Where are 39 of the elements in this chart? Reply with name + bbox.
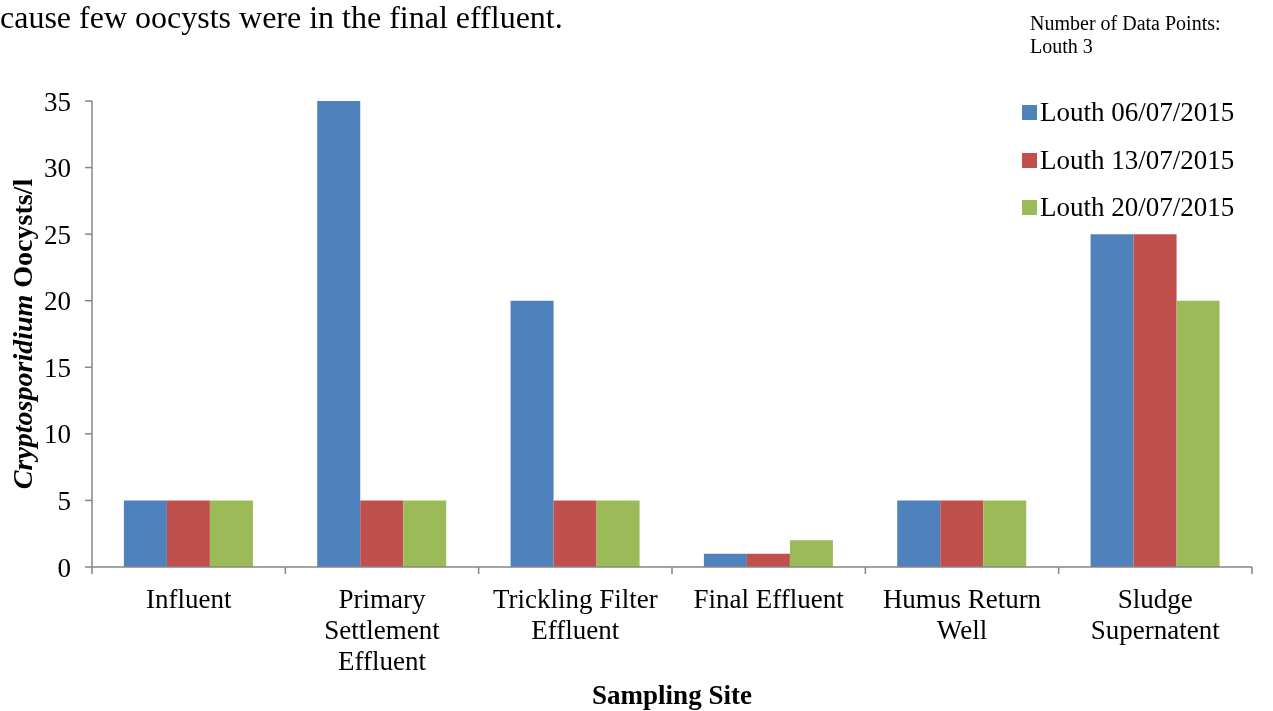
bar bbox=[553, 500, 597, 567]
legend-label: Louth 13/07/2015 bbox=[1040, 144, 1235, 176]
x-tick-label: Sludge Supernatent bbox=[1090, 584, 1221, 645]
bar bbox=[596, 500, 640, 567]
text: Number of Data Points: Louth 3 bbox=[1030, 12, 1222, 58]
y-tick-label: 25 bbox=[44, 219, 71, 250]
y-tick-label: 35 bbox=[44, 86, 71, 117]
y-axis-title: Cryptosporidium Oocysts/l bbox=[6, 178, 38, 490]
bar bbox=[1133, 234, 1177, 567]
bar bbox=[940, 500, 984, 567]
x-tick-label: Trickling Filter Effluent bbox=[492, 584, 658, 645]
y-tick-label: 30 bbox=[44, 153, 71, 184]
x-axis-title: Sampling Site bbox=[592, 680, 752, 710]
legend-label: Louth 20/07/2015 bbox=[1040, 192, 1235, 224]
legend-label: Louth 06/07/2015 bbox=[1040, 97, 1235, 129]
bar bbox=[360, 500, 404, 567]
x-tick-label: Humus Return Well bbox=[882, 584, 1042, 645]
bar bbox=[1176, 300, 1220, 567]
bar bbox=[123, 500, 167, 567]
bar bbox=[317, 101, 361, 567]
y-tick-label: 10 bbox=[44, 419, 71, 450]
bar bbox=[209, 500, 253, 567]
bar bbox=[1090, 234, 1134, 567]
bar bbox=[166, 500, 210, 567]
x-tick-label: Influent bbox=[145, 584, 232, 614]
bar bbox=[789, 540, 833, 567]
text: cause few oocysts were in the final effluent. bbox=[0, 0, 563, 37]
bar bbox=[510, 300, 554, 567]
bar bbox=[897, 500, 941, 567]
x-tick-label: Final Effluent bbox=[693, 584, 845, 614]
y-tick-label: 15 bbox=[44, 352, 71, 383]
bar bbox=[403, 500, 447, 567]
y-tick-label: 5 bbox=[57, 486, 71, 517]
bar bbox=[703, 553, 747, 567]
y-tick-label: 20 bbox=[44, 286, 71, 317]
y-tick-label: 0 bbox=[57, 552, 71, 583]
x-tick-label: Primary Settlement Effluent bbox=[324, 584, 441, 676]
bar bbox=[983, 500, 1027, 567]
bar bbox=[746, 553, 790, 567]
